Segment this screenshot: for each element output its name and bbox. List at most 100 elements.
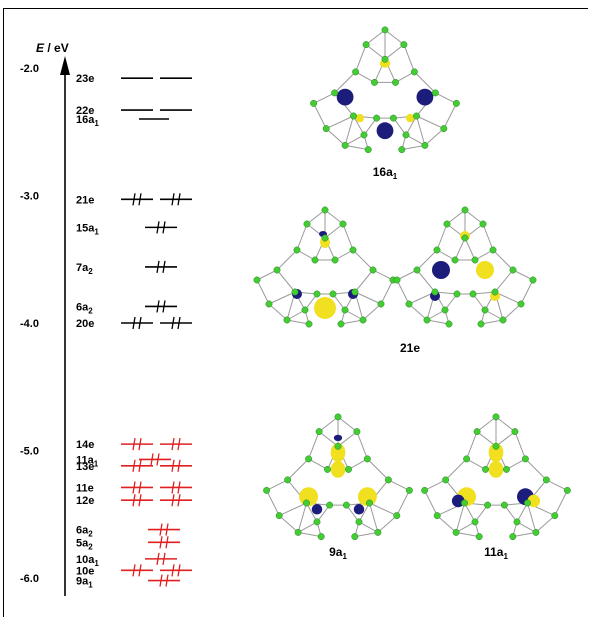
orbital-9a1-bond xyxy=(316,504,331,523)
orbital-16a1-bond xyxy=(313,103,327,129)
orbital-21e-b-atom xyxy=(453,290,461,298)
orbital-11a1-bond xyxy=(466,458,486,470)
orbital-11a1-bond xyxy=(554,490,568,516)
energy-tick--6.0: -6.0 xyxy=(20,573,39,585)
level-label-5a2: 5a2 xyxy=(76,537,93,551)
orbital-11a1-atoms xyxy=(421,413,571,541)
orbital-9a1-bond xyxy=(266,490,280,516)
orbital-21e-b-bond xyxy=(494,269,514,293)
orbital-16a1-bond xyxy=(405,115,417,136)
orbital-9a1-atom xyxy=(342,501,350,509)
orbital-21e-a-bond xyxy=(342,223,354,251)
energy-axis-symbol: E xyxy=(36,41,45,55)
level-label-main: 22e xyxy=(76,105,94,117)
electron-pair-12e-1 xyxy=(171,494,181,507)
orbital-9a1-bond xyxy=(297,521,318,533)
orbital-9a1-atom xyxy=(324,465,331,473)
orbital-16a1-lobe-yellow xyxy=(406,113,415,123)
orbital-16a1-lobe-blue xyxy=(416,88,434,106)
orbital-11a1-bond xyxy=(516,502,528,523)
orbital-21e-a-bond xyxy=(340,319,364,325)
orbital-21e-b-bond xyxy=(408,303,428,321)
orbital-21e-b-atom xyxy=(441,306,449,314)
energy-axis-unit: / eV xyxy=(44,41,69,55)
orbital-11a1-bond xyxy=(455,521,476,533)
orbital-9a1-atom xyxy=(317,533,325,541)
orbital-16a1-atom xyxy=(364,146,372,154)
orbital-11a1-atom xyxy=(473,428,481,436)
level-label-main: 6a xyxy=(76,301,89,313)
orbital-11a1-bond xyxy=(455,502,465,533)
orbital-11a1-atom xyxy=(521,455,529,463)
orbital-11a1-atom xyxy=(513,518,521,526)
orbital-11a1-atom xyxy=(511,428,519,436)
orbital-9a1-atom xyxy=(363,455,371,463)
level-label-main: 10e xyxy=(76,565,94,577)
orbital-21e-b xyxy=(393,206,537,328)
orbital-16a1-atom xyxy=(362,41,370,49)
orbital-11a1-bond xyxy=(476,416,497,432)
figure-frame xyxy=(3,8,588,617)
orbital-11a1-atom xyxy=(452,528,460,536)
orbital-21e-b-atom xyxy=(431,288,439,296)
orbital-9a1-atom xyxy=(384,476,392,484)
orbital-9a1-bond xyxy=(306,502,318,523)
level-label-11e: 11e xyxy=(76,482,94,494)
level-label-main: 10a xyxy=(76,554,95,566)
orbital-11a1-bond xyxy=(516,521,537,533)
electron-pair-5a2-0 xyxy=(159,536,169,549)
orbital-16a1-bond xyxy=(355,44,367,73)
orbital-21e-b-atom xyxy=(481,306,489,314)
orbital-11a1-bond xyxy=(495,431,516,447)
orbital-21e-a-atom xyxy=(349,246,357,254)
orbital-16a1-atom xyxy=(402,131,410,139)
caption-9a1-sub: 1 xyxy=(342,552,347,561)
orbital-21e-a xyxy=(253,206,397,328)
electron-pair-9a1-0 xyxy=(159,574,169,587)
orbital-16a1-atom xyxy=(410,68,418,76)
orbital-16a1-atom xyxy=(392,78,399,86)
orbital-16a1-bond xyxy=(395,71,415,83)
electron-pair-13e-0 xyxy=(132,459,142,472)
level-label-main: 23e xyxy=(76,73,94,85)
orbital-21e-b-bond xyxy=(396,269,418,281)
orbital-16a1-bond xyxy=(344,115,354,146)
orbital-9a1-bond xyxy=(266,479,288,491)
orbital-21e-a-lobe-yellow xyxy=(314,297,336,319)
orbital-21e-a-bond xyxy=(296,223,308,251)
orbital-21e-a-atom xyxy=(331,256,339,264)
level-label-main: 20e xyxy=(76,318,94,330)
orbital-21e-b-atom xyxy=(509,266,517,274)
energy-tick--2.0: -2.0 xyxy=(20,63,39,75)
orbital-16a1-atom xyxy=(398,146,406,154)
orbital-16a1-bond xyxy=(355,71,375,83)
orbital-11a1-bond xyxy=(445,458,467,481)
level-label-main: 6a xyxy=(76,525,89,537)
electron-pair-10e-1 xyxy=(171,564,181,577)
orbital-21e-b-atoms xyxy=(393,206,537,328)
orbital-21e-b-bond xyxy=(416,269,436,293)
orbital-21e-b-bond xyxy=(454,237,466,261)
level-label-6a2-b: 6a2 xyxy=(76,301,93,315)
orbital-11a1-atom xyxy=(442,476,450,484)
orbital-21e-b-atom xyxy=(413,266,421,274)
caption-16a1-main: 16a xyxy=(373,165,393,179)
orbital-21e-b-bond xyxy=(472,291,496,295)
orbital-16a1-atom xyxy=(440,125,448,133)
orbital-9a1-bond xyxy=(337,431,358,447)
orbital-16a1-bond xyxy=(384,29,405,45)
orbital-9a1-lobe-yellow xyxy=(330,443,346,463)
orbital-16a1-bond xyxy=(414,71,436,94)
electron-pair-6a2-r-0 xyxy=(159,523,169,536)
level-label-sub: 1 xyxy=(88,581,93,590)
level-label-sub: 2 xyxy=(88,530,93,539)
orbital-21e-a-atom xyxy=(311,256,319,264)
orbital-16a1-atom xyxy=(360,131,368,139)
orbital-9a1-bond xyxy=(367,458,389,481)
level-label-main: 11e xyxy=(76,482,94,494)
orbital-11a1-atom xyxy=(475,533,483,541)
orbital-21e-a-atom xyxy=(313,290,321,298)
orbital-11a1-atom xyxy=(484,501,492,509)
orbital-21e-a-bond xyxy=(354,291,382,305)
orbital-11a1-bond xyxy=(506,458,526,470)
